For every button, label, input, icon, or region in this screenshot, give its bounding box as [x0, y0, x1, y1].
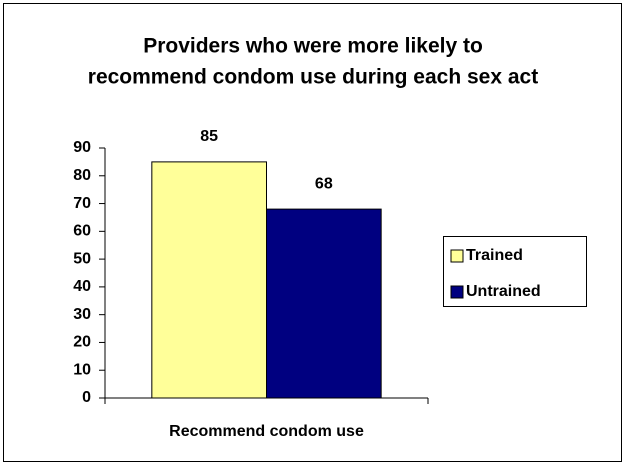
legend-swatch — [450, 285, 464, 299]
y-tick-label: 80 — [73, 167, 91, 184]
y-tick-label: 0 — [82, 389, 91, 406]
data-label: 85 — [200, 128, 218, 145]
x-tick-label: Recommend condom use — [169, 423, 364, 440]
y-tick-label: 40 — [73, 278, 91, 295]
legend-swatch — [450, 249, 464, 263]
y-tick-label: 50 — [73, 250, 91, 267]
legend-label: Untrained — [466, 283, 541, 300]
chart-title: Providers who were more likely to — [143, 35, 483, 58]
y-tick-label: 60 — [73, 223, 91, 240]
y-tick-label: 10 — [73, 361, 91, 378]
bar — [266, 208, 382, 399]
y-tick-label: 20 — [73, 334, 91, 351]
y-tick-label: 70 — [73, 195, 91, 212]
bar — [151, 161, 268, 399]
chart-title: recommend condom use during each sex act — [88, 66, 538, 89]
legend-box — [443, 236, 587, 307]
y-tick-label: 30 — [73, 306, 91, 323]
y-tick-label: 90 — [73, 139, 91, 156]
legend-label: Trained — [466, 247, 523, 264]
data-label: 68 — [315, 175, 333, 192]
